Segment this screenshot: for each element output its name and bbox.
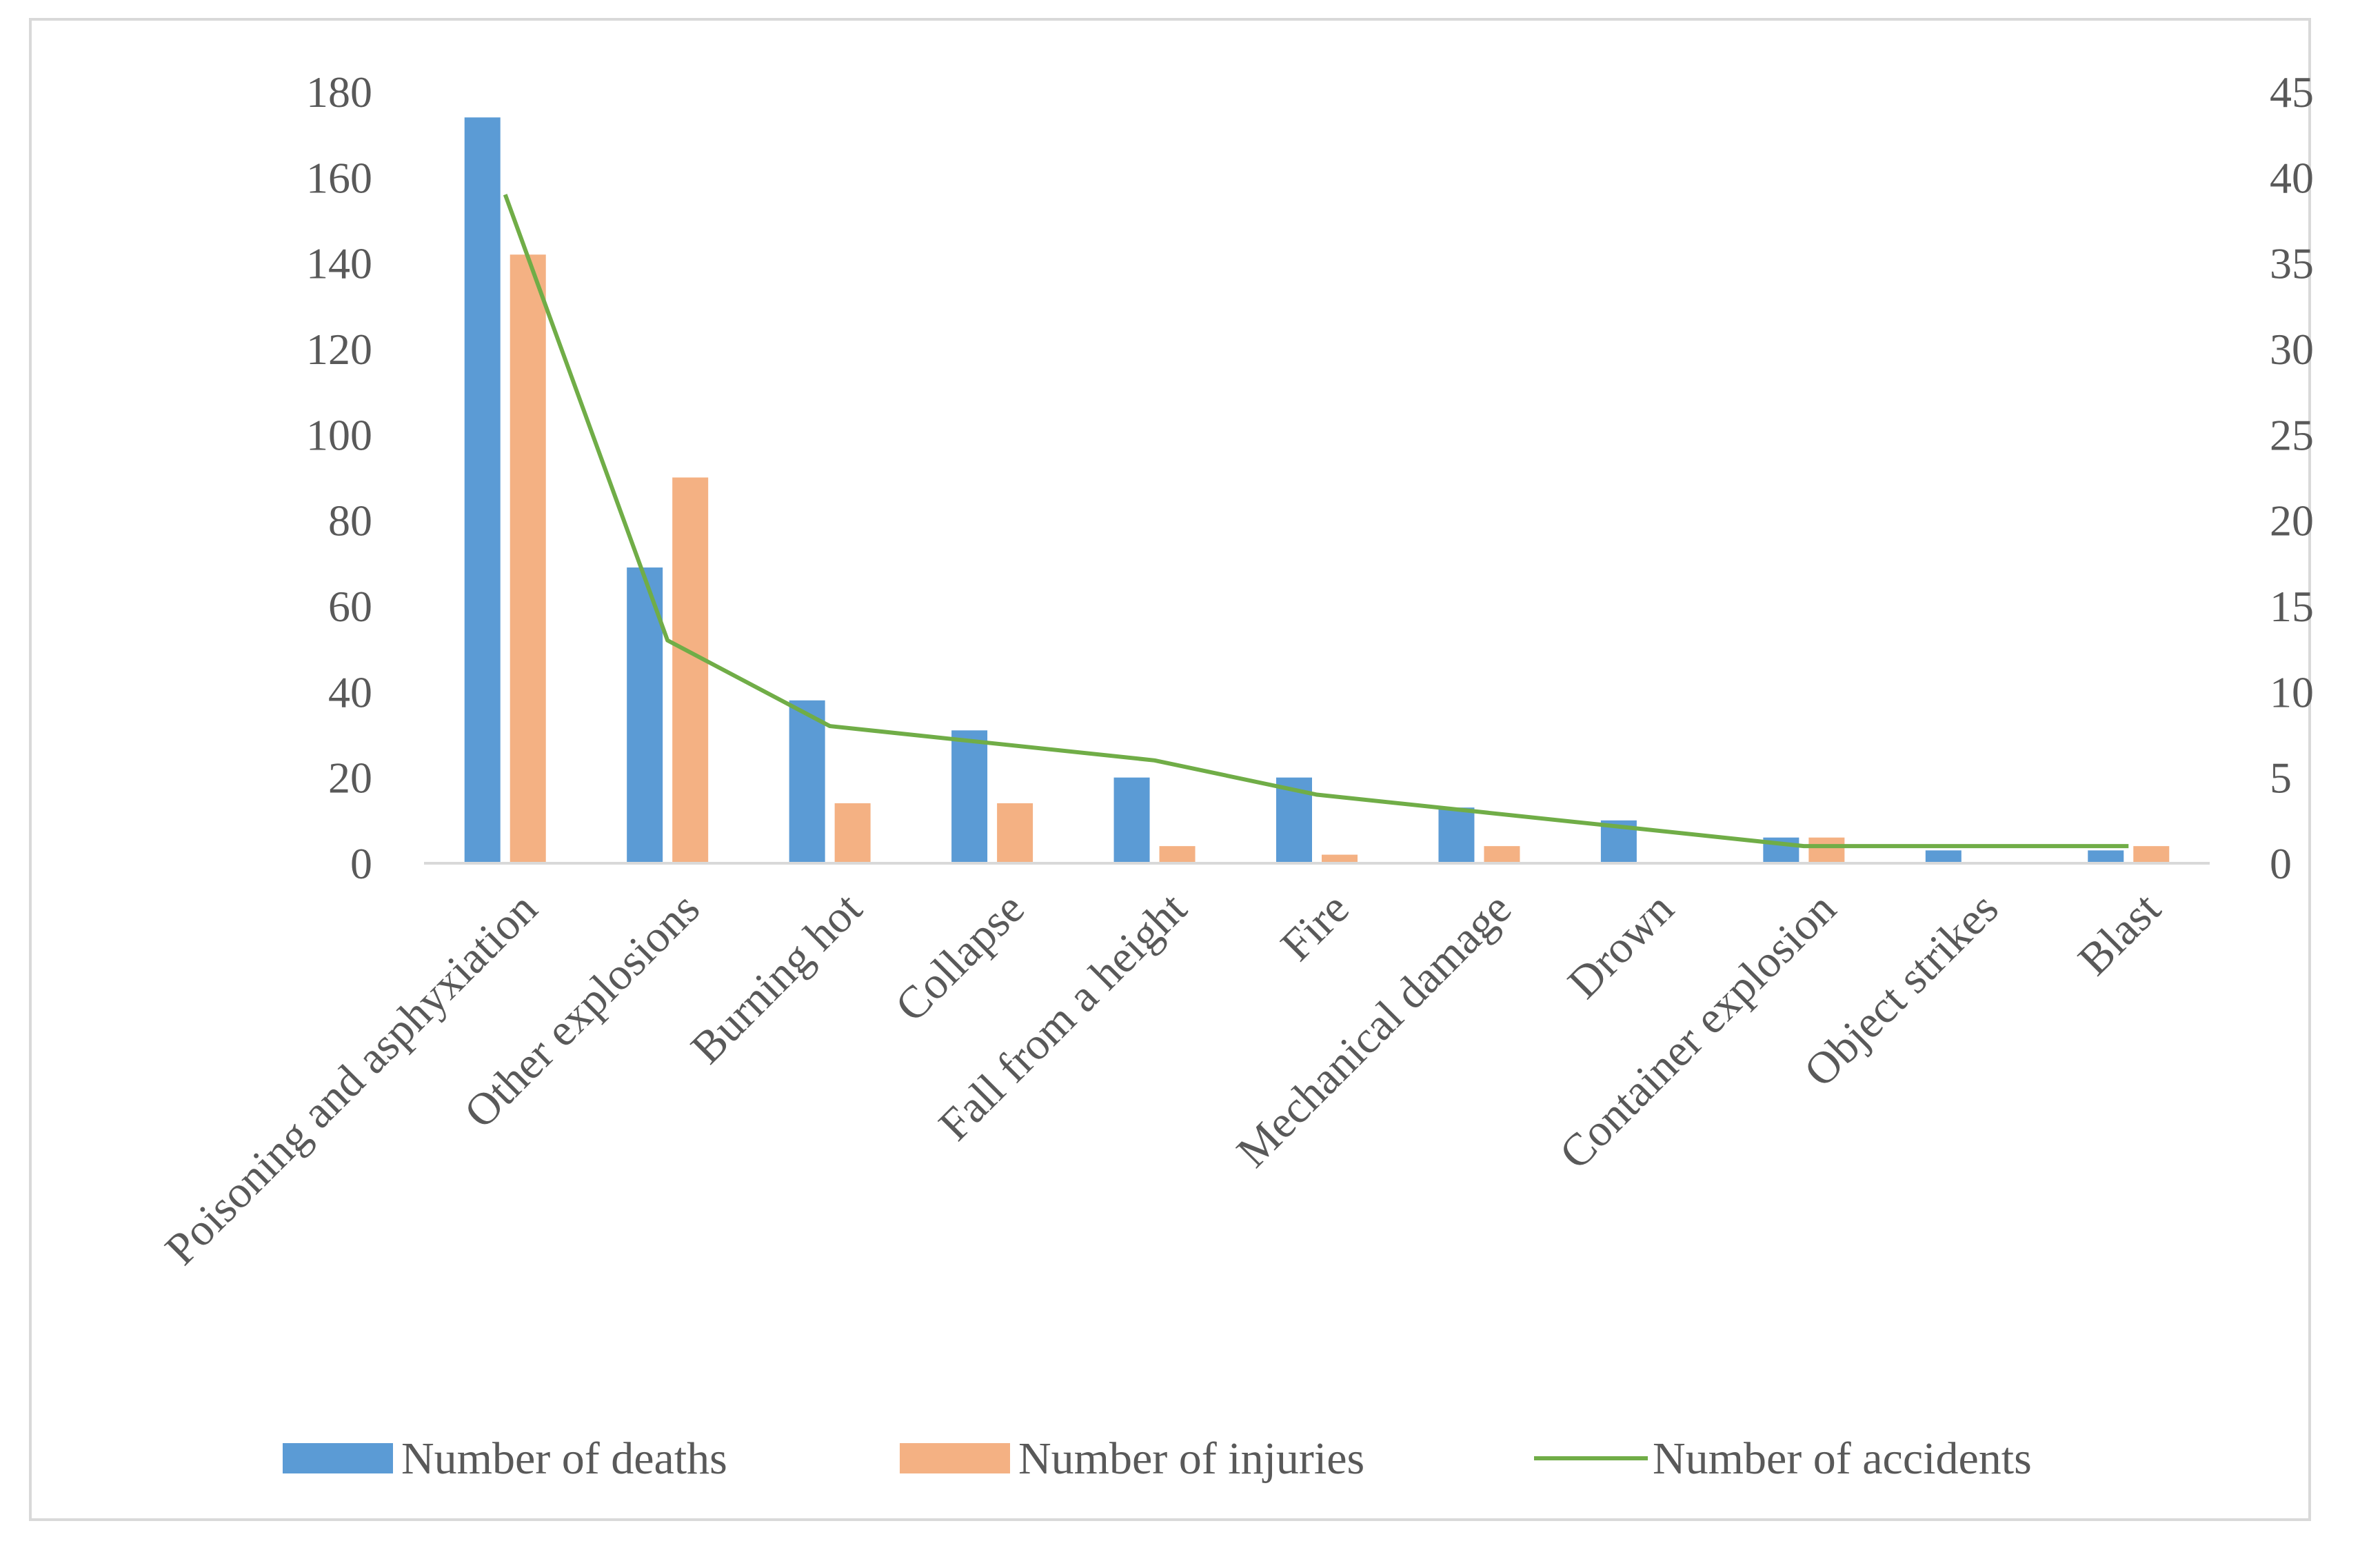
chart-frame (29, 18, 2311, 1521)
y-tick-label: 0 (350, 839, 372, 888)
x-tick-label: Drown (1558, 883, 1683, 1008)
bar-injuries-5 (1322, 854, 1358, 863)
legend-label-0: Number of deaths (401, 1433, 727, 1484)
bar-injuries-1 (672, 477, 709, 863)
bars-layer (464, 117, 2170, 863)
line-layer (503, 194, 2129, 849)
legend: Number of deaths Number of injuries Number… (283, 1433, 2032, 1484)
y2-tick-label: 45 (2270, 68, 2314, 117)
y2-tick-label: 15 (2270, 582, 2314, 631)
x-tick-label: Burning hot (681, 883, 871, 1074)
bar-deaths-10 (2088, 850, 2124, 863)
x-tick-label: Fire (1271, 883, 1359, 971)
legend-label-1: Number of injuries (1018, 1433, 1364, 1484)
y-tick-label: 100 (306, 410, 372, 459)
bar-injuries-3 (997, 803, 1033, 863)
y-tick-label: 40 (328, 667, 372, 716)
bar-injuries-2 (834, 803, 871, 863)
x-tick-label: Collapse (886, 883, 1034, 1031)
y-tick-label: 20 (328, 754, 372, 803)
bar-injuries-4 (1159, 846, 1196, 863)
y2-tick-label: 35 (2270, 239, 2314, 288)
x-tick-label: Mechanical damage (1227, 883, 1521, 1177)
bar-deaths-1 (627, 567, 663, 863)
y-tick-label: 160 (306, 153, 372, 202)
y2-tick-label: 10 (2270, 667, 2314, 716)
legend-swatch-1 (900, 1443, 1010, 1473)
bar-deaths-9 (1925, 850, 1962, 863)
y-tick-label: 120 (306, 325, 372, 374)
bar-injuries-10 (2133, 846, 2170, 863)
y-axis-left: 0 20 40 60 80 100 120 140 160 180 (306, 68, 372, 888)
y2-tick-label: 30 (2270, 325, 2314, 374)
bar-deaths-0 (464, 117, 501, 863)
bar-deaths-2 (789, 700, 825, 863)
y2-tick-label: 20 (2270, 496, 2314, 545)
y2-tick-label: 5 (2270, 754, 2292, 803)
accidents-line (503, 194, 2129, 849)
y-axis-right: 0 5 10 15 20 25 30 35 40 45 (2270, 68, 2314, 888)
y2-tick-label: 0 (2270, 839, 2292, 888)
y2-tick-label: 25 (2270, 410, 2314, 459)
bar-deaths-3 (951, 730, 988, 863)
bar-deaths-4 (1113, 777, 1150, 863)
x-tick-label: Container explosion (1550, 883, 1846, 1179)
y2-tick-label: 40 (2270, 153, 2314, 202)
bar-deaths-6 (1438, 807, 1475, 863)
bar-injuries-6 (1484, 846, 1520, 863)
y-tick-label: 60 (328, 582, 372, 631)
x-tick-label: Blast (2068, 883, 2170, 985)
bar-injuries-0 (510, 254, 546, 863)
legend-swatch-0 (283, 1443, 393, 1473)
bar-injuries-8 (1808, 837, 1845, 863)
legend-label-2: Number of accidents (1653, 1433, 2032, 1484)
y-tick-label: 140 (306, 239, 372, 288)
y-tick-label: 180 (306, 68, 372, 117)
y-tick-label: 80 (328, 496, 372, 545)
